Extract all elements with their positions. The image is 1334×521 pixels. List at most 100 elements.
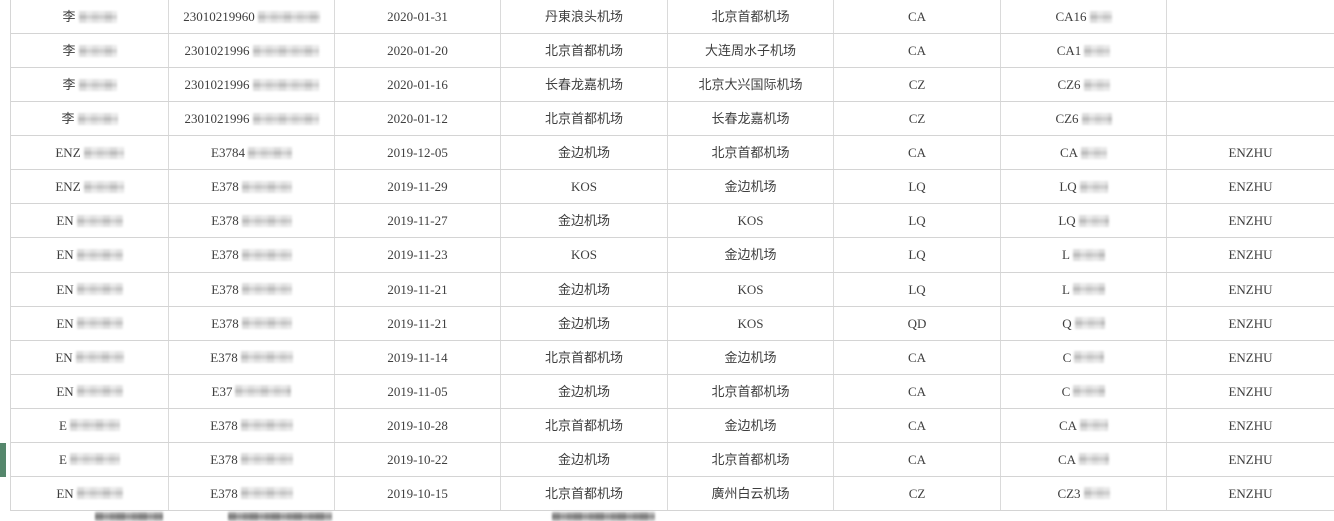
cell-date[interactable]: 2020-01-20: [335, 34, 501, 68]
cell-arrival-airport[interactable]: 金边机场: [668, 238, 834, 272]
cell-arrival-airport[interactable]: 长春龙嘉机场: [668, 102, 834, 136]
cell-departure-airport[interactable]: 北京首都机场: [501, 340, 668, 374]
cell-agent-code[interactable]: [1167, 34, 1334, 67]
cell-id-number[interactable]: 23010219960: [169, 0, 335, 34]
cell-agent-code[interactable]: ENZHU: [1167, 341, 1334, 374]
cell-flight-number[interactable]: LQ: [1001, 170, 1167, 204]
cell-airline-code[interactable]: CA: [834, 408, 1001, 442]
cell-id-number[interactable]: 2301021996: [169, 68, 335, 102]
cell-agent-code[interactable]: ENZHU: [1167, 477, 1334, 510]
cell-agent-code[interactable]: [1167, 68, 1334, 101]
cell-passenger-name[interactable]: 李: [11, 34, 169, 68]
cell-airline-code[interactable]: QD: [834, 306, 1001, 340]
cell-departure-airport[interactable]: 丹東浪头机场: [501, 0, 668, 34]
cell-departure-airport[interactable]: 金边机场: [501, 306, 668, 340]
cell-flight-number[interactable]: Q: [1001, 306, 1167, 340]
cell-id-number[interactable]: E378: [169, 170, 335, 204]
cell-flight-number[interactable]: CZ6: [1001, 68, 1167, 102]
cell-passenger-name[interactable]: ENZ: [11, 170, 169, 204]
cell-passenger-name[interactable]: ENZ: [11, 136, 169, 170]
cell-arrival-airport[interactable]: 北京大兴国际机场: [668, 68, 834, 102]
cell-arrival-airport[interactable]: 廣州白云机场: [668, 476, 834, 510]
cell-date[interactable]: 2019-11-21: [335, 306, 501, 340]
cell-arrival-airport[interactable]: KOS: [668, 306, 834, 340]
cell-date[interactable]: 2019-11-05: [335, 374, 501, 408]
cell-departure-airport[interactable]: 北京首都机场: [501, 34, 668, 68]
cell-id-number[interactable]: E378: [169, 442, 335, 476]
cell-flight-number[interactable]: CZ6: [1001, 102, 1167, 136]
cell-date[interactable]: 2019-11-29: [335, 170, 501, 204]
cell-arrival-airport[interactable]: 北京首都机场: [668, 0, 834, 34]
cell-passenger-name[interactable]: E: [11, 442, 169, 476]
cell-id-number[interactable]: 2301021996: [169, 102, 335, 136]
cell-id-number[interactable]: E378: [169, 204, 335, 238]
cell-passenger-name[interactable]: EN: [11, 204, 169, 238]
cell-airline-code[interactable]: CA: [834, 340, 1001, 374]
cell-departure-airport[interactable]: KOS: [501, 170, 668, 204]
cell-id-number[interactable]: E3784: [169, 136, 335, 170]
cell-passenger-name[interactable]: E: [11, 408, 169, 442]
cell-flight-number[interactable]: CA16: [1001, 0, 1167, 34]
cell-agent-code[interactable]: ENZHU: [1167, 204, 1334, 237]
cell-passenger-name[interactable]: EN: [11, 340, 169, 374]
cell-id-number[interactable]: E378: [169, 272, 335, 306]
cell-date[interactable]: 2019-12-05: [335, 136, 501, 170]
cell-id-number[interactable]: E378: [169, 476, 335, 510]
cell-id-number[interactable]: E378: [169, 238, 335, 272]
cell-flight-number[interactable]: CA1: [1001, 34, 1167, 68]
cell-departure-airport[interactable]: 金边机场: [501, 374, 668, 408]
cell-agent-code[interactable]: [1167, 0, 1334, 33]
cell-departure-airport[interactable]: 长春龙嘉机场: [501, 68, 668, 102]
cell-passenger-name[interactable]: EN: [11, 306, 169, 340]
cell-passenger-name[interactable]: 李: [11, 0, 169, 34]
cell-agent-code[interactable]: ENZHU: [1167, 375, 1334, 408]
cell-date[interactable]: 2019-10-28: [335, 408, 501, 442]
cell-date[interactable]: 2020-01-12: [335, 102, 501, 136]
cell-id-number[interactable]: E378: [169, 340, 335, 374]
cell-departure-airport[interactable]: 金边机场: [501, 272, 668, 306]
cell-id-number[interactable]: E37: [169, 374, 335, 408]
cell-flight-number[interactable]: CA: [1001, 136, 1167, 170]
cell-date[interactable]: 2019-11-21: [335, 272, 501, 306]
cell-departure-airport[interactable]: KOS: [501, 238, 668, 272]
cell-arrival-airport[interactable]: 北京首都机场: [668, 374, 834, 408]
cell-airline-code[interactable]: CZ: [834, 102, 1001, 136]
cell-airline-code[interactable]: CZ: [834, 68, 1001, 102]
cell-airline-code[interactable]: CA: [834, 374, 1001, 408]
cell-id-number[interactable]: E378: [169, 306, 335, 340]
cell-id-number[interactable]: 2301021996: [169, 34, 335, 68]
cell-passenger-name[interactable]: EN: [11, 272, 169, 306]
cell-agent-code[interactable]: ENZHU: [1167, 273, 1334, 306]
cell-arrival-airport[interactable]: KOS: [668, 204, 834, 238]
cell-date[interactable]: 2019-10-15: [335, 476, 501, 510]
cell-date[interactable]: 2019-11-27: [335, 204, 501, 238]
cell-date[interactable]: 2019-11-14: [335, 340, 501, 374]
cell-flight-number[interactable]: C: [1001, 340, 1167, 374]
cell-flight-number[interactable]: L: [1001, 272, 1167, 306]
cell-flight-number[interactable]: L: [1001, 238, 1167, 272]
cell-agent-code[interactable]: ENZHU: [1167, 238, 1334, 271]
cell-airline-code[interactable]: CA: [834, 442, 1001, 476]
cell-passenger-name[interactable]: 李: [11, 68, 169, 102]
cell-flight-number[interactable]: LQ: [1001, 204, 1167, 238]
cell-agent-code[interactable]: ENZHU: [1167, 307, 1334, 340]
cell-departure-airport[interactable]: 金边机场: [501, 136, 668, 170]
cell-date[interactable]: 2020-01-31: [335, 0, 501, 34]
cell-flight-number[interactable]: CA: [1001, 408, 1167, 442]
cell-airline-code[interactable]: LQ: [834, 170, 1001, 204]
cell-flight-number[interactable]: CA: [1001, 442, 1167, 476]
cell-arrival-airport[interactable]: 北京首都机场: [668, 136, 834, 170]
cell-departure-airport[interactable]: 金边机场: [501, 204, 668, 238]
cell-passenger-name[interactable]: EN: [11, 238, 169, 272]
cell-agent-code[interactable]: ENZHU: [1167, 136, 1334, 169]
cell-departure-airport[interactable]: 金边机场: [501, 442, 668, 476]
cell-airline-code[interactable]: CZ: [834, 476, 1001, 510]
cell-passenger-name[interactable]: EN: [11, 374, 169, 408]
cell-agent-code[interactable]: ENZHU: [1167, 170, 1334, 203]
cell-flight-number[interactable]: C: [1001, 374, 1167, 408]
cell-passenger-name[interactable]: EN: [11, 476, 169, 510]
cell-date[interactable]: 2019-10-22: [335, 442, 501, 476]
cell-passenger-name[interactable]: 李: [11, 102, 169, 136]
cell-airline-code[interactable]: CA: [834, 34, 1001, 68]
cell-departure-airport[interactable]: 北京首都机场: [501, 408, 668, 442]
